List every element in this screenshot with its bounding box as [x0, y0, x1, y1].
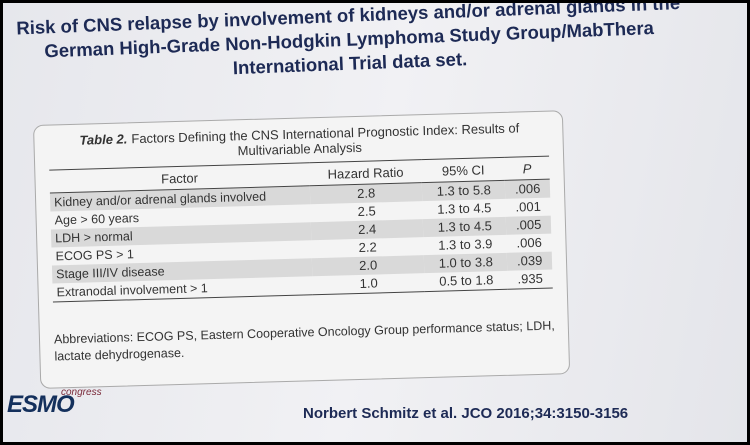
table-cell: 1.3 to 4.5 [437, 200, 492, 217]
logo-main: ESMO [7, 391, 75, 418]
table-cell: 0.5 to 1.8 [424, 270, 509, 292]
slide-title: Risk of CNS relapse by involvement of ki… [3, 3, 695, 89]
table-cell: 1.3 to 5.8 [421, 180, 506, 202]
table-cell: .005 [506, 215, 552, 235]
logo: ESMO congress [7, 387, 102, 419]
citation: Norbert Schmitz et al. JCO 2016;34:3150-… [303, 405, 629, 422]
table-cell: .935 [507, 269, 553, 290]
header-cell: 95% CI [421, 157, 506, 183]
table-cell: .001 [515, 198, 542, 215]
table-cell: .006 [505, 179, 551, 199]
footnote: Abbreviations: ECOG PS, Eastern Cooperat… [53, 318, 555, 364]
logo-sub: congress [61, 387, 102, 398]
table-box: Table 2. Factors Defining the CNS Interna… [33, 110, 571, 389]
header-cell: Hazard Ratio [309, 159, 422, 186]
table-cell: 1.0 [312, 273, 426, 295]
table-body: Kidney and/or adrenal glands involved 2.8… [49, 179, 553, 303]
header-cell: P [504, 156, 550, 181]
table-cell: .039 [507, 251, 553, 271]
caption-text: Factors Defining the CNS International P… [131, 120, 520, 159]
table-cell: .006 [516, 234, 543, 251]
slide: Risk of CNS relapse by involvement of ki… [3, 3, 747, 442]
table: Factor Hazard Ratio 95% CI P Kidney and/… [49, 156, 553, 303]
table-cell: 1.3 to 4.5 [422, 216, 507, 238]
table-cell: 1.0 to 3.8 [423, 252, 508, 274]
table-cell: 1.3 to 3.9 [438, 236, 493, 253]
table-label: Table 2. [79, 131, 128, 148]
